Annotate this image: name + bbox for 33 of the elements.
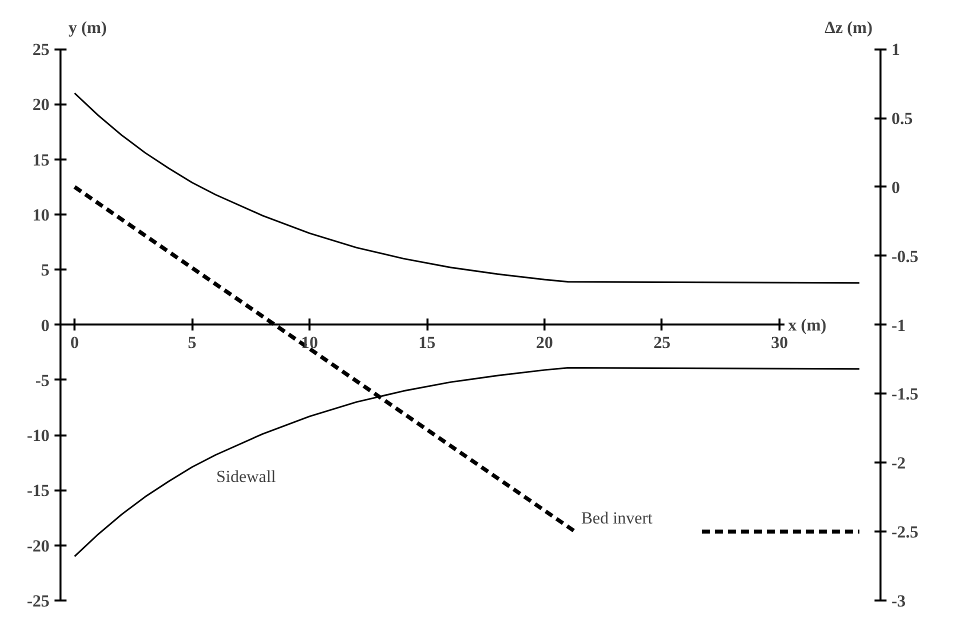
y-tick-label: 25 xyxy=(32,40,50,60)
y-tick-label: -15 xyxy=(26,481,50,500)
x-tick-label: 15 xyxy=(418,332,436,352)
x-tick-label: 0 xyxy=(70,332,79,352)
x-tick-label: 10 xyxy=(301,332,318,352)
x-tick-label: 20 xyxy=(536,332,554,352)
y-tick-label: -5 xyxy=(35,370,50,390)
y-tick-label: 15 xyxy=(32,150,50,170)
y2-tick-label: -3 xyxy=(892,592,906,610)
y-tick-label: 20 xyxy=(32,95,50,114)
y-tick-label: -20 xyxy=(26,536,50,556)
x-tick-label: 30 xyxy=(770,332,788,352)
y2-axis-title: Δz (m) xyxy=(824,18,872,38)
annotation: Bed invert xyxy=(581,508,653,528)
y2-tick-label: -2.5 xyxy=(892,522,918,542)
x-tick-label: 5 xyxy=(188,332,196,352)
y-tick-label: 5 xyxy=(41,260,50,280)
line-series xyxy=(74,92,860,284)
y2-tick-label: -1 xyxy=(892,316,906,335)
y-tick-label: -25 xyxy=(26,592,50,610)
y-tick-label: 0 xyxy=(41,316,50,335)
y2-tick-label: -0.5 xyxy=(892,246,918,266)
y-tick-label: 10 xyxy=(32,206,50,225)
x-tick-label: 25 xyxy=(653,332,670,352)
y2-tick-label: 0.5 xyxy=(892,109,913,128)
y2-tick-label: -1.5 xyxy=(892,384,918,404)
y-tick-label: -10 xyxy=(26,426,50,446)
y-axis-title: y (m) xyxy=(68,18,107,38)
annotation: Sidewall xyxy=(216,467,276,486)
y2-tick-label: 0 xyxy=(892,178,900,197)
y2-tick-label: 1 xyxy=(892,40,900,60)
x-axis-title: x (m) xyxy=(788,315,826,334)
y2-tick-label: -2 xyxy=(892,454,906,473)
